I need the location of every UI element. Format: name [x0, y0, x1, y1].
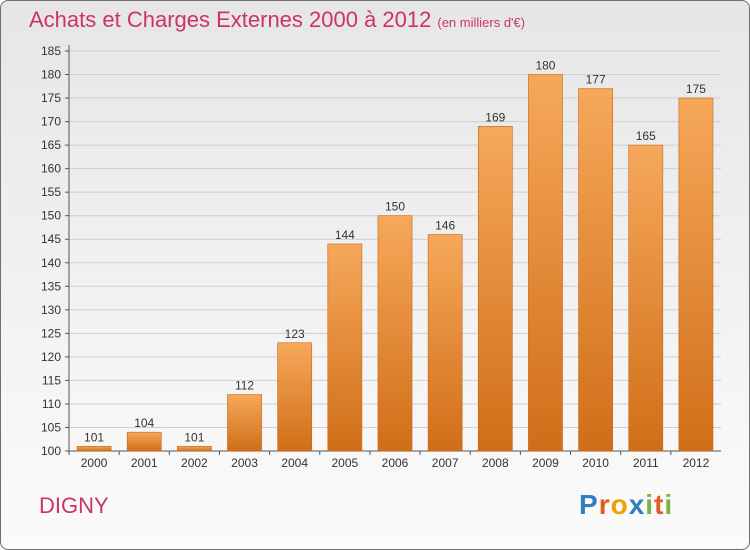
logo-letter: r — [598, 489, 611, 520]
logo-letter: x — [628, 489, 646, 520]
y-tick-label: 105 — [41, 420, 61, 434]
data-label: 123 — [285, 327, 305, 341]
bar — [126, 431, 162, 452]
x-tick-label: 2010 — [582, 456, 609, 470]
data-label: 169 — [485, 110, 505, 124]
bar — [477, 125, 513, 452]
logo-letter: i — [645, 489, 655, 520]
labels: 101 2000 104 2001 101 2002 112 2003 123 2004 144 20… — [81, 59, 710, 470]
bar — [578, 88, 613, 452]
bar — [277, 342, 313, 452]
data-label: 101 — [184, 430, 204, 444]
bar — [377, 215, 413, 452]
x-tick-label: 2000 — [81, 456, 108, 470]
logo-letter: i — [664, 489, 674, 520]
y-tick-label: 130 — [41, 303, 61, 317]
y-tick-label: 180 — [41, 68, 61, 82]
bar — [177, 445, 212, 452]
bar — [528, 74, 563, 452]
bar — [227, 394, 262, 452]
x-tick-label: 2003 — [231, 456, 258, 470]
x-tick-label: 2004 — [281, 456, 308, 470]
data-label: 177 — [586, 73, 606, 87]
x-tick-label: 2007 — [432, 456, 459, 470]
y-tick-label: 170 — [41, 115, 61, 129]
y-tick-label: 140 — [41, 256, 61, 270]
x-tick-label: 2006 — [382, 456, 409, 470]
y-tick-label: 150 — [41, 209, 61, 223]
x-tick-label: 2012 — [683, 456, 710, 470]
data-label: 112 — [235, 379, 254, 393]
data-label: 146 — [435, 219, 455, 233]
y-tick-label: 120 — [41, 350, 61, 364]
bar — [678, 97, 714, 452]
data-label: 150 — [385, 200, 405, 214]
y-tick-label: 165 — [41, 138, 61, 152]
y-tick-label: 100 — [41, 444, 61, 458]
y-tick-label: 135 — [41, 279, 61, 293]
y-tick-label: 175 — [41, 91, 61, 105]
x-tick-label: 2001 — [131, 456, 158, 470]
bar — [628, 144, 664, 452]
data-label: 180 — [535, 59, 555, 73]
chart-unit: (en milliers d'€) — [437, 15, 526, 30]
x-tick-label: 2008 — [482, 456, 509, 470]
y-tick-label: 155 — [41, 185, 61, 199]
logo-letter: t — [654, 489, 665, 520]
data-label: 104 — [134, 416, 154, 430]
y-tick-label: 160 — [41, 162, 61, 176]
x-tick-label: 2002 — [181, 456, 208, 470]
y-tick-label: 125 — [41, 326, 61, 340]
x-tick-label: 2009 — [532, 456, 559, 470]
proxiti-logo[interactable]: Proxiti — [579, 489, 673, 521]
y-tick-label: 145 — [41, 232, 61, 246]
logo-letter: P — [579, 489, 599, 520]
y-tick-label: 110 — [42, 397, 61, 411]
bar — [76, 445, 112, 452]
y-tick-label: 115 — [42, 373, 61, 387]
data-label: 165 — [636, 129, 656, 143]
chart-title: Achats et Charges Externes 2000 à 2012 (e… — [29, 7, 525, 33]
x-tick-label: 2011 — [633, 456, 659, 470]
x-tick-label: 2005 — [331, 456, 358, 470]
bar — [327, 243, 363, 452]
bar — [427, 234, 463, 452]
bars — [76, 74, 714, 452]
data-label: 144 — [335, 228, 355, 242]
logo-letter: o — [610, 489, 629, 520]
data-label: 175 — [686, 82, 706, 96]
data-label: 101 — [84, 430, 104, 444]
commune-name: DIGNY — [39, 493, 109, 518]
chart-title-text: Achats et Charges Externes 2000 à 2012 — [29, 7, 432, 32]
y-tick-label: 185 — [41, 44, 61, 58]
